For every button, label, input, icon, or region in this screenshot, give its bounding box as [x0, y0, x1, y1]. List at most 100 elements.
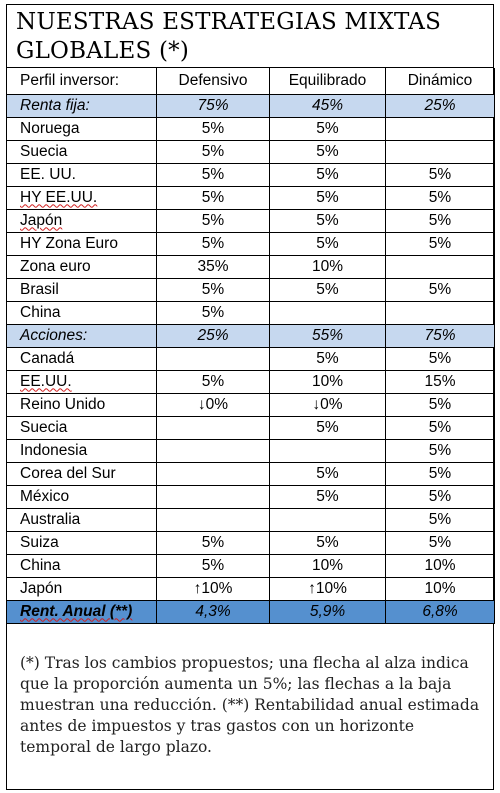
row-label: Australia — [6, 508, 157, 532]
annual-return-value: 4,3% — [156, 600, 270, 624]
column-header-dinamico: Dinámico — [385, 68, 495, 95]
table-row: Corea del Sur 5% 5% — [6, 462, 495, 486]
row-label: Suecia — [6, 140, 157, 164]
table-row: Brasil 5% 5% 5% — [6, 278, 495, 302]
row-label: Japón — [6, 577, 157, 601]
cell-value — [269, 301, 386, 325]
table-row: HY EE.UU. 5% 5% 5% — [6, 186, 495, 210]
cell-value: 5% — [269, 462, 386, 486]
cell-value: 5% — [269, 186, 386, 210]
cell-value: 5% — [156, 140, 270, 164]
row-label: Suecia — [6, 416, 157, 440]
column-header-defensivo: Defensivo — [156, 68, 270, 95]
cell-value: 5% — [385, 278, 495, 302]
cell-value: ↓0% — [156, 393, 270, 417]
annual-return-value: 6,8% — [385, 600, 495, 624]
cell-value: 5% — [156, 301, 270, 325]
table-row: Australia 5% — [6, 508, 495, 532]
row-label: EE. UU. — [6, 163, 157, 187]
row-label: Canadá — [6, 347, 157, 371]
cell-value: 5% — [156, 370, 270, 394]
cell-value: 5% — [269, 117, 386, 141]
row-label: EE.UU. — [20, 372, 72, 390]
cell-value: ↑10% — [156, 577, 270, 601]
cell-value: 5% — [385, 232, 495, 256]
profile-label: Perfil inversor: — [6, 68, 157, 95]
cell-value — [156, 485, 270, 509]
cell-value — [156, 416, 270, 440]
cell-value: 5% — [269, 416, 386, 440]
table-row: Zona euro 35% 10% — [6, 255, 495, 279]
cell-value — [156, 508, 270, 532]
row-label: Suiza — [6, 531, 157, 555]
cell-value: 5% — [385, 209, 495, 233]
annual-return-row: Rent. Anual (**) 4,3% 5,9% 6,8% — [6, 600, 495, 624]
cell-value: 5% — [156, 531, 270, 555]
cell-value: 10% — [269, 554, 386, 578]
strategy-table: Perfil inversor: Defensivo Equilibrado D… — [6, 68, 495, 624]
cell-value — [385, 117, 495, 141]
cell-value: 5% — [156, 278, 270, 302]
cell-value: 10% — [385, 554, 495, 578]
cell-value: 5% — [385, 416, 495, 440]
cell-value — [156, 462, 270, 486]
section-value: 25% — [385, 94, 495, 118]
cell-value: 5% — [385, 485, 495, 509]
table-row: EE. UU. 5% 5% 5% — [6, 163, 495, 187]
cell-value — [269, 439, 386, 463]
cell-value: 5% — [156, 117, 270, 141]
cell-value: 5% — [385, 347, 495, 371]
annual-return-value: 5,9% — [269, 600, 386, 624]
cell-value: 5% — [269, 347, 386, 371]
cell-value: 5% — [269, 163, 386, 187]
fixed-income-section-row: Renta fija: 75% 45% 25% — [6, 94, 495, 118]
cell-value — [156, 347, 270, 371]
table-row: Reino Unido ↓0% ↓0% 5% — [6, 393, 495, 417]
section-label: Renta fija: — [6, 94, 157, 118]
document-title: NUESTRAS ESTRATEGIAS MIXTAS GLOBALES (*) — [6, 4, 494, 68]
table-row: México 5% 5% — [6, 485, 495, 509]
table-row: Suecia 5% 5% — [6, 416, 495, 440]
cell-value: 35% — [156, 255, 270, 279]
section-value: 55% — [269, 324, 386, 348]
table-row: HY Zona Euro 5% 5% 5% — [6, 232, 495, 256]
cell-value: 5% — [156, 209, 270, 233]
column-header-equilibrado: Equilibrado — [269, 68, 386, 95]
cell-value: 5% — [385, 508, 495, 532]
row-label: Japón — [20, 211, 63, 229]
cell-value — [385, 255, 495, 279]
cell-value — [385, 140, 495, 164]
row-label: HY Zona Euro — [6, 232, 157, 256]
cell-value: ↑10% — [269, 577, 386, 601]
cell-value: 5% — [269, 278, 386, 302]
row-label: México — [6, 485, 157, 509]
row-label: China — [6, 554, 157, 578]
row-label: Corea del Sur — [6, 462, 157, 486]
cell-value: 5% — [269, 232, 386, 256]
row-label: Indonesia — [6, 439, 157, 463]
row-label: Zona euro — [6, 255, 157, 279]
cell-value: 5% — [385, 531, 495, 555]
cell-value — [269, 508, 386, 532]
cell-value: 5% — [156, 554, 270, 578]
table-row: Japón ↑10% ↑10% 10% — [6, 577, 495, 601]
row-label: China — [6, 301, 157, 325]
cell-value: 15% — [385, 370, 495, 394]
cell-value: 5% — [385, 393, 495, 417]
footnote: (*) Tras los cambios propuestos; una fle… — [20, 654, 480, 756]
cell-value: 5% — [385, 163, 495, 187]
table-row: Noruega 5% 5% — [6, 117, 495, 141]
section-value: 75% — [156, 94, 270, 118]
cell-value: 5% — [156, 163, 270, 187]
cell-value: 5% — [156, 186, 270, 210]
cell-value: 5% — [269, 140, 386, 164]
section-value: 75% — [385, 324, 495, 348]
row-label: Brasil — [6, 278, 157, 302]
table-row: Indonesia 5% — [6, 439, 495, 463]
table-row: Suecia 5% 5% — [6, 140, 495, 164]
cell-value: 10% — [269, 255, 386, 279]
table-row: Japón 5% 5% 5% — [6, 209, 495, 233]
cell-value: 5% — [385, 186, 495, 210]
row-label: Reino Unido — [6, 393, 157, 417]
cell-value: 5% — [269, 531, 386, 555]
